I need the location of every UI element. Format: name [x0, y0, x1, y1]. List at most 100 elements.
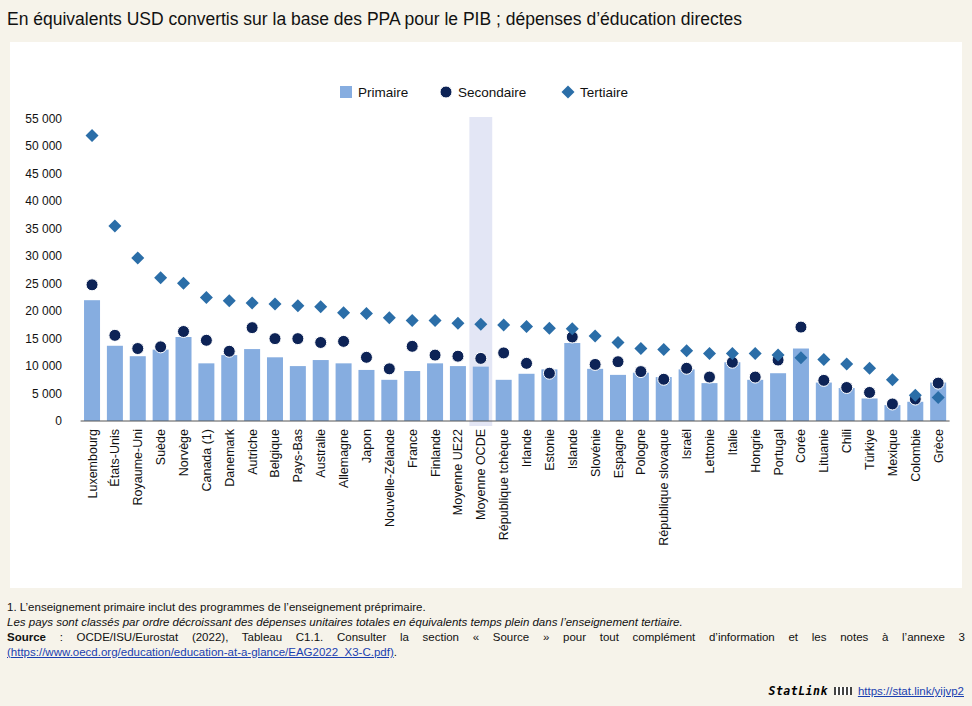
bar: [84, 300, 100, 421]
bar: [313, 360, 329, 421]
legend-swatch: [562, 86, 575, 99]
bar: [130, 356, 146, 421]
point-circle: [681, 362, 693, 374]
bar: [519, 374, 535, 421]
x-tick-label: Türkiye: [863, 429, 877, 470]
x-tick-label: France: [406, 429, 420, 468]
point-circle: [864, 386, 876, 398]
x-tick-label: Estonie: [543, 429, 557, 471]
x-tick-label: Pologne: [634, 429, 648, 475]
bar: [564, 343, 580, 421]
x-tick-label: République slovaque: [657, 429, 671, 546]
bar: [724, 362, 740, 421]
bar: [816, 383, 832, 421]
x-tick-label: Autriche: [246, 429, 260, 475]
point-circle: [223, 345, 235, 357]
x-axis: [81, 421, 950, 422]
x-tick-label: République tchèque: [497, 429, 511, 540]
ranking-note: Les pays sont classés par ordre décroiss…: [7, 615, 965, 630]
bar: [679, 369, 695, 421]
x-tick-label: Islande: [566, 429, 580, 469]
x-tick-label: Finlande: [429, 429, 443, 477]
x-tick-label: Nouvelle-Zélande: [383, 429, 397, 527]
legend-label: Tertiaire: [580, 85, 628, 100]
bar: [793, 349, 809, 421]
statlink-icon: [834, 687, 852, 695]
bar: [267, 357, 283, 421]
bar: [404, 371, 420, 421]
x-tick-label: Luxembourg: [86, 429, 100, 499]
x-tick-label: Hongrie: [749, 429, 763, 473]
legend-swatch: [440, 86, 452, 98]
point-diamond: [497, 318, 510, 331]
point-diamond: [383, 311, 396, 324]
bar: [770, 373, 786, 421]
point-diamond: [772, 349, 785, 362]
bar: [290, 366, 306, 421]
point-circle: [589, 358, 601, 370]
point-circle: [178, 325, 190, 337]
bar: [473, 367, 489, 421]
point-diamond: [566, 322, 579, 335]
point-circle: [200, 334, 212, 346]
source-url[interactable]: (https://www.oecd.org/education/educatio…: [7, 646, 394, 658]
bar: [862, 398, 878, 421]
point-circle: [132, 343, 144, 355]
bar: [107, 346, 123, 421]
point-circle: [612, 356, 624, 368]
point-circle: [749, 371, 761, 383]
point-diamond: [406, 314, 419, 327]
y-tick-label: 40 000: [25, 194, 62, 208]
point-circle: [795, 321, 807, 333]
point-circle: [521, 357, 533, 369]
bar: [747, 380, 763, 421]
legend-label: Primaire: [358, 85, 408, 100]
point-diamond: [291, 299, 304, 312]
panel: [10, 42, 962, 588]
point-circle: [452, 350, 464, 362]
y-tick-label: 50 000: [25, 139, 62, 153]
point-diamond: [246, 296, 259, 309]
bar: [633, 373, 649, 421]
statlink-url[interactable]: https://stat.link/yijvp2: [858, 685, 964, 697]
point-diamond: [932, 391, 945, 404]
point-circle: [658, 373, 670, 385]
x-tick-label: Moyenne UE22: [451, 429, 465, 515]
y-tick-label: 10 000: [25, 359, 62, 373]
x-tick-label: Belgique: [268, 429, 282, 478]
title: En équivalents USD convertis sur la base…: [7, 9, 742, 29]
y-tick-label: 15 000: [25, 332, 62, 346]
point-diamond: [680, 344, 693, 357]
point-diamond: [726, 347, 739, 360]
point-diamond: [749, 347, 762, 360]
x-tick-label: Corée: [794, 429, 808, 463]
point-diamond: [909, 389, 922, 402]
y-tick-label: 30 000: [25, 249, 62, 263]
point-circle: [338, 335, 350, 347]
point-circle: [932, 377, 944, 389]
y-tick-label: 5 000: [32, 387, 62, 401]
point-diamond: [520, 320, 533, 333]
source-end: .: [394, 646, 397, 658]
source-text: : OCDE/ISU/Eurostat (2022), Tableau C1.1…: [46, 631, 965, 643]
point-circle: [841, 382, 853, 394]
point-diamond: [817, 353, 830, 366]
point-circle: [360, 351, 372, 363]
point-diamond: [657, 343, 670, 356]
x-tick-label: Mexique: [886, 429, 900, 476]
x-tick-label: Canada (1): [200, 429, 214, 492]
point-diamond: [86, 129, 99, 142]
point-diamond: [200, 291, 213, 304]
y-tick-label: 55 000: [25, 112, 62, 126]
x-tick-label: Australie: [314, 429, 328, 478]
x-tick-label: Grèce: [932, 429, 946, 463]
x-tick-label: États-Unis: [107, 429, 122, 487]
point-circle: [635, 366, 647, 378]
x-tick-label: Portugal: [772, 429, 786, 476]
y-tick-label: 0: [55, 414, 62, 428]
point-circle: [109, 329, 121, 341]
point-diamond: [589, 329, 602, 342]
x-tick-label: Suède: [154, 429, 168, 465]
point-diamond: [451, 317, 464, 330]
point-circle: [269, 333, 281, 345]
